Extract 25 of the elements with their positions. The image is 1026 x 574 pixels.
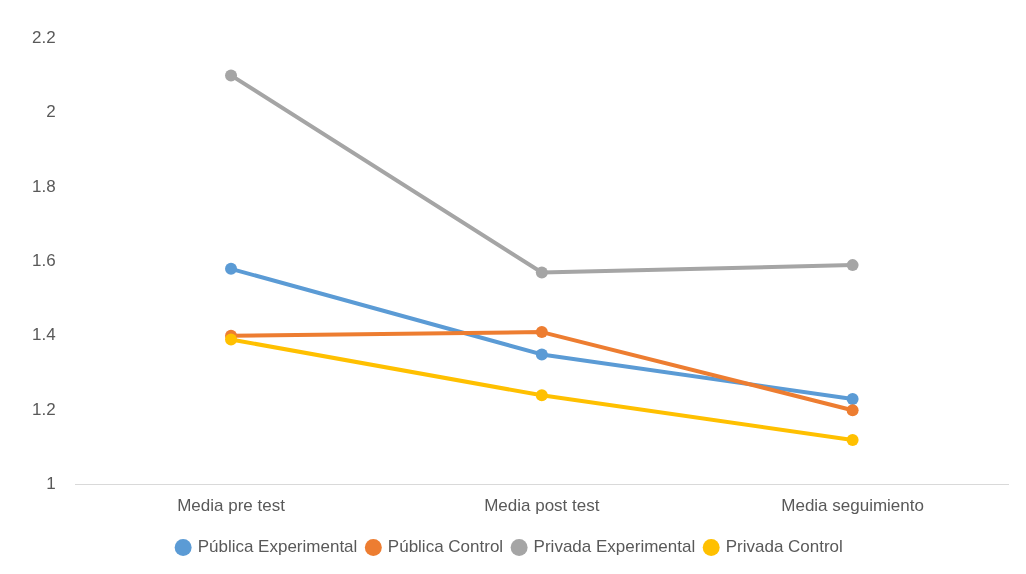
- point: [535, 348, 548, 361]
- legend-label: Privada Control: [725, 537, 843, 557]
- legend-label: Pública Control: [387, 537, 504, 557]
- legend-label: Privada Experimental: [533, 537, 696, 557]
- point: [225, 333, 238, 346]
- point: [846, 404, 859, 417]
- x-tick-label: Media post test: [484, 496, 600, 516]
- x-tick-label: Media pre test: [177, 496, 286, 516]
- y-tick-label: 1: [46, 474, 56, 494]
- y-tick-label: 2: [46, 102, 56, 122]
- legend-label: Pública Experimental: [197, 537, 358, 557]
- point: [535, 389, 548, 402]
- point: [846, 259, 859, 272]
- point: [846, 433, 859, 446]
- y-tick-label: 2.2: [31, 27, 56, 47]
- y-tick-label: 1.6: [31, 251, 56, 271]
- y-tick-label: 1.2: [31, 399, 56, 419]
- point: [535, 326, 548, 339]
- y-tick-label: 1.8: [31, 176, 56, 196]
- y-tick-label: 1.4: [31, 325, 56, 345]
- point: [225, 69, 238, 82]
- x-tick-label: Media seguimiento: [781, 496, 924, 516]
- point: [846, 393, 859, 406]
- point: [535, 266, 548, 279]
- point: [225, 262, 238, 275]
